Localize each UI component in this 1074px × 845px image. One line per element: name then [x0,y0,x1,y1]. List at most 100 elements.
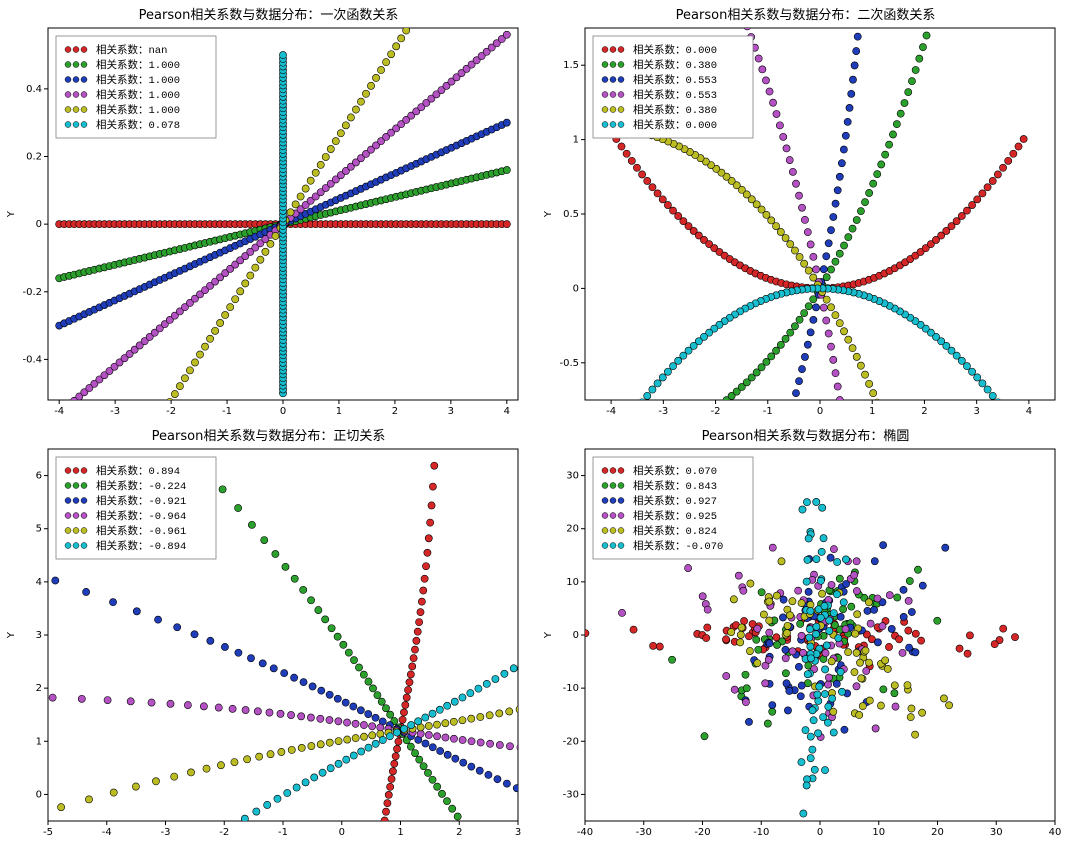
xtick-label: 4 [1026,406,1032,417]
xtick-label: -10 [753,827,769,838]
legend-entry: 相关系数：1.000 [96,88,180,102]
xtick-label: -3 [658,406,668,417]
legend: 相关系数：0.070相关系数：0.843相关系数：0.927相关系数：0.925… [593,457,753,559]
xtick-label: 0 [817,827,823,838]
legend-entry: 相关系数：nan [96,43,167,57]
ytick-label: -0.2 [22,287,42,298]
ytick-label: 2 [36,683,42,694]
xtick-label: 10 [872,827,885,838]
xtick-label: 2 [392,406,398,417]
xtick-label: 2 [456,827,462,838]
ytick-label: 10 [566,577,579,588]
xtick-label: 0 [280,406,286,417]
legend-entry: 相关系数：-0.964 [96,509,186,523]
ytick-label: -0.4 [22,354,42,365]
plot-svg: -4-3-2-101234-0.500.511.5Y相关系数：0.000相关系数… [537,0,1073,424]
ytick-label: 1 [573,135,579,146]
ytick-label: 30 [566,471,579,482]
ylabel: Y [543,631,554,639]
ytick-label: 4 [36,577,42,588]
subplot-tan: Pearson相关系数与数据分布：正切关系-5-4-3-2-1012301234… [0,421,537,842]
xtick-label: 20 [931,827,944,838]
xtick-label: 40 [1049,827,1062,838]
legend-entry: 相关系数：0.824 [633,524,717,538]
ytick-label: 0.5 [563,209,579,220]
legend-entry: 相关系数：0.000 [633,118,717,132]
xtick-label: 30 [990,827,1003,838]
plot-svg: -5-4-3-2-101230123456Y相关系数：0.894相关系数：-0.… [0,421,536,845]
xtick-label: -3 [161,827,171,838]
legend-entry: 相关系数：0.553 [633,73,717,87]
xtick-label: 1 [397,827,403,838]
xtick-label: -5 [43,827,53,838]
ytick-label: -10 [563,683,579,694]
ylabel: Y [6,210,17,218]
ytick-label: 1.5 [563,60,579,71]
legend: 相关系数：0.894相关系数：-0.224相关系数：-0.921相关系数：-0.… [56,457,216,559]
xtick-label: -3 [110,406,120,417]
figure: Pearson相关系数与数据分布：一次函数关系-4-3-2-101234-0.4… [0,0,1074,842]
xtick-label: 1 [336,406,342,417]
xtick-label: 2 [921,406,927,417]
xtick-label: -20 [694,827,710,838]
xtick-label: -2 [219,827,229,838]
legend-entry: 相关系数：-0.921 [96,494,186,508]
ytick-label: 20 [566,524,579,535]
legend-entry: 相关系数：1.000 [96,103,180,117]
ylabel: Y [6,631,17,639]
legend: 相关系数：nan相关系数：1.000相关系数：1.000相关系数：1.000相关… [56,36,216,138]
ytick-label: 6 [36,471,42,482]
subplot-ellipse: Pearson相关系数与数据分布：椭圆-40-30-20-10010203040… [537,421,1074,842]
ytick-label: -30 [563,789,579,800]
ytick-label: -0.5 [559,358,579,369]
legend-entry: 相关系数：-0.961 [96,524,186,538]
xtick-label: 3 [973,406,979,417]
legend-entry: 相关系数：1.000 [96,58,180,72]
xtick-label: 0 [817,406,823,417]
plot-svg: -40 -30 -20 -10 0 10 20 30 40 -30 -20 -10 0 10 20 30 Y 相关… [537,421,1073,845]
legend-entry: 相关系数：0.000 [633,43,717,57]
subplot-quadratic: Pearson相关系数与数据分布：二次函数关系-4-3-2-101234-0.5… [537,0,1074,421]
legend-entry: 相关系数：0.380 [633,103,717,117]
legend-entry: 相关系数：0.927 [633,494,717,508]
xtick-label: -40 [577,827,593,838]
xtick-label: -4 [102,827,112,838]
ylabel: Y [543,210,554,218]
xtick-label: -1 [763,406,773,417]
xtick-label: -30 [636,827,652,838]
xtick-label: -4 [606,406,616,417]
subplot-linear: Pearson相关系数与数据分布：一次函数关系-4-3-2-101234-0.4… [0,0,537,421]
ytick-label: 0 [573,630,579,641]
xtick-label: 4 [504,406,510,417]
xtick-label: 3 [515,827,521,838]
xtick-label: -1 [222,406,232,417]
xtick-label: -1 [278,827,288,838]
ytick-label: 0 [36,789,42,800]
ytick-label: 0.4 [26,84,42,95]
xtick-label: -4 [54,406,64,417]
legend-entry: 相关系数：-0.894 [96,539,186,553]
legend-entry: 相关系数：0.078 [96,118,180,132]
ytick-label: 1 [36,736,42,747]
xtick-label: 3 [448,406,454,417]
legend-entry: 相关系数：0.553 [633,88,717,102]
ytick-label: -20 [563,736,579,747]
plot-svg: -4-3-2-101234-0.4-0.200.20.4Y相关系数：nan相关系… [0,0,536,424]
legend-entry: 相关系数：0.894 [96,464,180,478]
ytick-label: 0 [36,219,42,230]
xtick-label: 1 [869,406,875,417]
legend-entry: 相关系数：-0.224 [96,479,186,493]
legend: 相关系数：0.000相关系数：0.380相关系数：0.553相关系数：0.553… [593,36,753,138]
ytick-label: 3 [36,630,42,641]
xtick-label: 0 [339,827,345,838]
legend-entry: 相关系数：0.925 [633,509,717,523]
ytick-label: 0.2 [26,152,42,163]
ytick-label: 0 [573,283,579,294]
ytick-label: 5 [36,524,42,535]
legend-entry: 相关系数：0.070 [633,464,717,478]
legend-entry: 相关系数：0.843 [633,479,717,493]
xtick-label: -2 [711,406,721,417]
xtick-label: -2 [166,406,176,417]
legend-entry: 相关系数：1.000 [96,73,180,87]
legend-entry: 相关系数：-0.070 [633,539,723,553]
